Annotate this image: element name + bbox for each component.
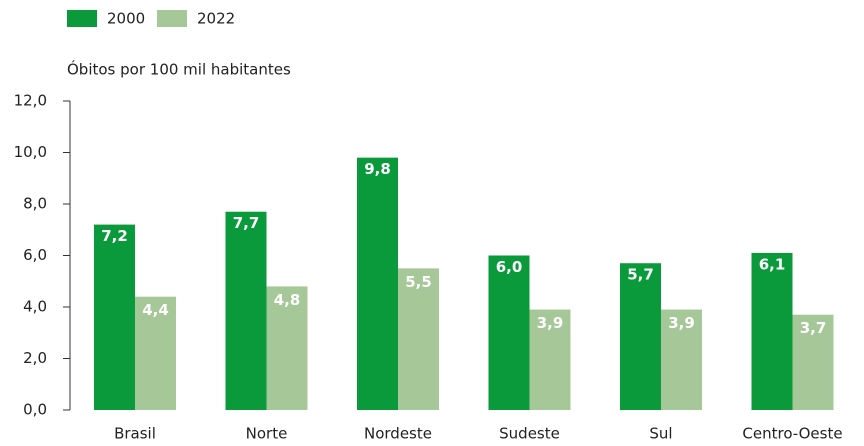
bar [398,268,439,410]
x-tick-label: Norte [246,425,288,443]
value-label: 7,2 [101,227,128,245]
x-tick-label: Centro-Oeste [742,425,842,443]
value-label: 5,7 [627,266,654,284]
x-tick-label: Sul [649,425,672,443]
y-axis-label: Óbitos por 100 mil habitantes [67,60,291,79]
legend-swatch [67,10,97,27]
value-label: 3,9 [668,314,695,332]
value-label: 3,9 [537,314,564,332]
bar [357,157,398,410]
value-label: 4,4 [142,301,169,319]
legend-label: 2000 [107,10,145,28]
y-tick-label: 4,0 [23,298,47,316]
y-tick-label: 8,0 [23,195,47,213]
bar [94,224,135,410]
value-label: 5,5 [405,273,432,291]
bar [266,286,308,410]
bar [529,309,571,410]
bar [135,296,176,410]
bar [661,309,702,410]
value-label: 9,8 [364,160,391,178]
bar [751,252,793,410]
legend-swatch [157,10,187,27]
value-label: 7,7 [233,214,260,232]
y-tick-label: 6,0 [23,246,47,264]
x-tick-label: Brasil [114,425,156,443]
value-label: 6,0 [496,258,523,276]
bar [792,314,834,410]
bar [225,211,267,410]
legend-label: 2022 [197,10,235,28]
value-label: 4,8 [274,291,301,309]
value-label: 6,1 [759,255,786,273]
y-tick-label: 0,0 [23,401,47,419]
y-tick-label: 10,0 [14,143,47,161]
bar [620,263,661,410]
y-tick-label: 2,0 [23,349,47,367]
x-tick-label: Nordeste [364,425,432,443]
bar [488,255,530,410]
y-tick-label: 12,0 [14,92,47,110]
value-label: 3,7 [800,319,827,337]
x-tick-label: Sudeste [499,425,560,443]
